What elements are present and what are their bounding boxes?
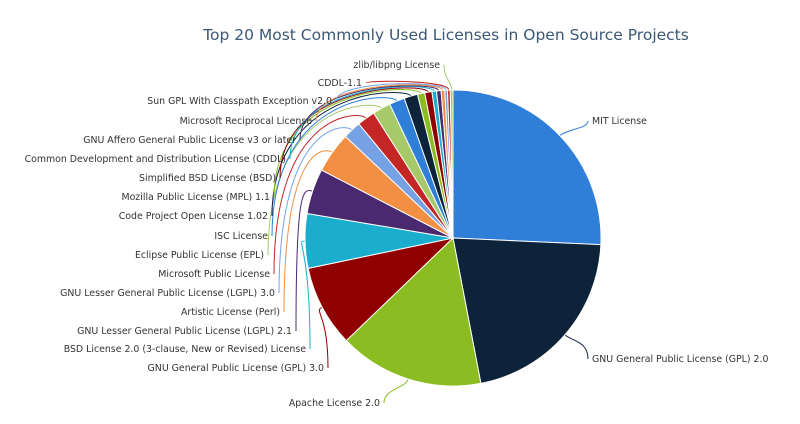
- pie-slice[interactable]: [345, 237, 482, 387]
- slice-label: ISC License: [214, 231, 268, 242]
- slice-label: Artistic License (Perl): [181, 307, 280, 318]
- label-connector: [559, 120, 589, 137]
- slice-label: Microsoft Reciprocal License: [180, 116, 313, 127]
- pie-slices: [304, 89, 602, 387]
- label-connector: [295, 189, 313, 332]
- label-connector: [335, 83, 447, 102]
- slice-label: Apache License 2.0: [289, 398, 380, 409]
- label-connector: [564, 334, 589, 360]
- pie-slice[interactable]: [307, 237, 455, 342]
- pie-slice[interactable]: [452, 89, 602, 246]
- label-connector: [365, 80, 450, 91]
- slice-label: Simplified BSD License (BSD): [139, 173, 276, 184]
- slice-label: GNU General Public License (GPL) 2.0: [592, 354, 768, 365]
- label-connector: [278, 127, 353, 294]
- slice-label: Mozilla Public License (MPL) 1.1: [121, 192, 270, 203]
- slice-label: Code Project Open License 1.02: [119, 211, 268, 222]
- label-connector: [271, 92, 412, 217]
- slice-label: GNU Affero General Public License v3 or …: [83, 135, 296, 146]
- label-connector: [383, 378, 409, 404]
- label-connector: [315, 84, 444, 122]
- slice-label: Microsoft Public License: [158, 269, 270, 280]
- slice-labels: MIT License GNU General Public License (G…: [25, 60, 769, 409]
- slice-label: Sun GPL With Classpath Exception v2.0: [147, 96, 332, 107]
- label-connector: [273, 115, 367, 275]
- slice-label: Common Development and Distribution Lice…: [25, 154, 286, 165]
- pie-slice[interactable]: [452, 237, 602, 384]
- label-connector: [279, 87, 429, 179]
- slice-label: GNU Lesser General Public License (LGPL)…: [60, 288, 275, 299]
- slice-label: GNU Lesser General Public License (LGPL)…: [77, 326, 292, 337]
- label-connector: [271, 97, 398, 237]
- label-connector: [301, 240, 311, 350]
- label-connector: [273, 89, 422, 198]
- label-connector: [283, 150, 333, 313]
- label-connectors: [267, 64, 589, 404]
- slice-label: zlib/libpng License: [353, 60, 440, 71]
- slice-label: CDDL-1.1: [318, 78, 362, 89]
- slice-label: GNU General Public License (GPL) 3.0: [148, 363, 324, 374]
- label-connector: [443, 64, 453, 91]
- slice-label: BSD License 2.0 (3-clause, New or Revise…: [64, 344, 307, 355]
- chart-title: Top 20 Most Commonly Used Licenses in Op…: [202, 26, 689, 44]
- pie-slice[interactable]: [449, 89, 454, 239]
- label-connector: [267, 104, 383, 256]
- label-connector: [289, 86, 435, 160]
- label-connector: [318, 306, 329, 369]
- label-connector: [299, 85, 440, 141]
- slice-label: Eclipse Public License (EPL): [135, 250, 264, 261]
- slice-label: MIT License: [592, 116, 647, 127]
